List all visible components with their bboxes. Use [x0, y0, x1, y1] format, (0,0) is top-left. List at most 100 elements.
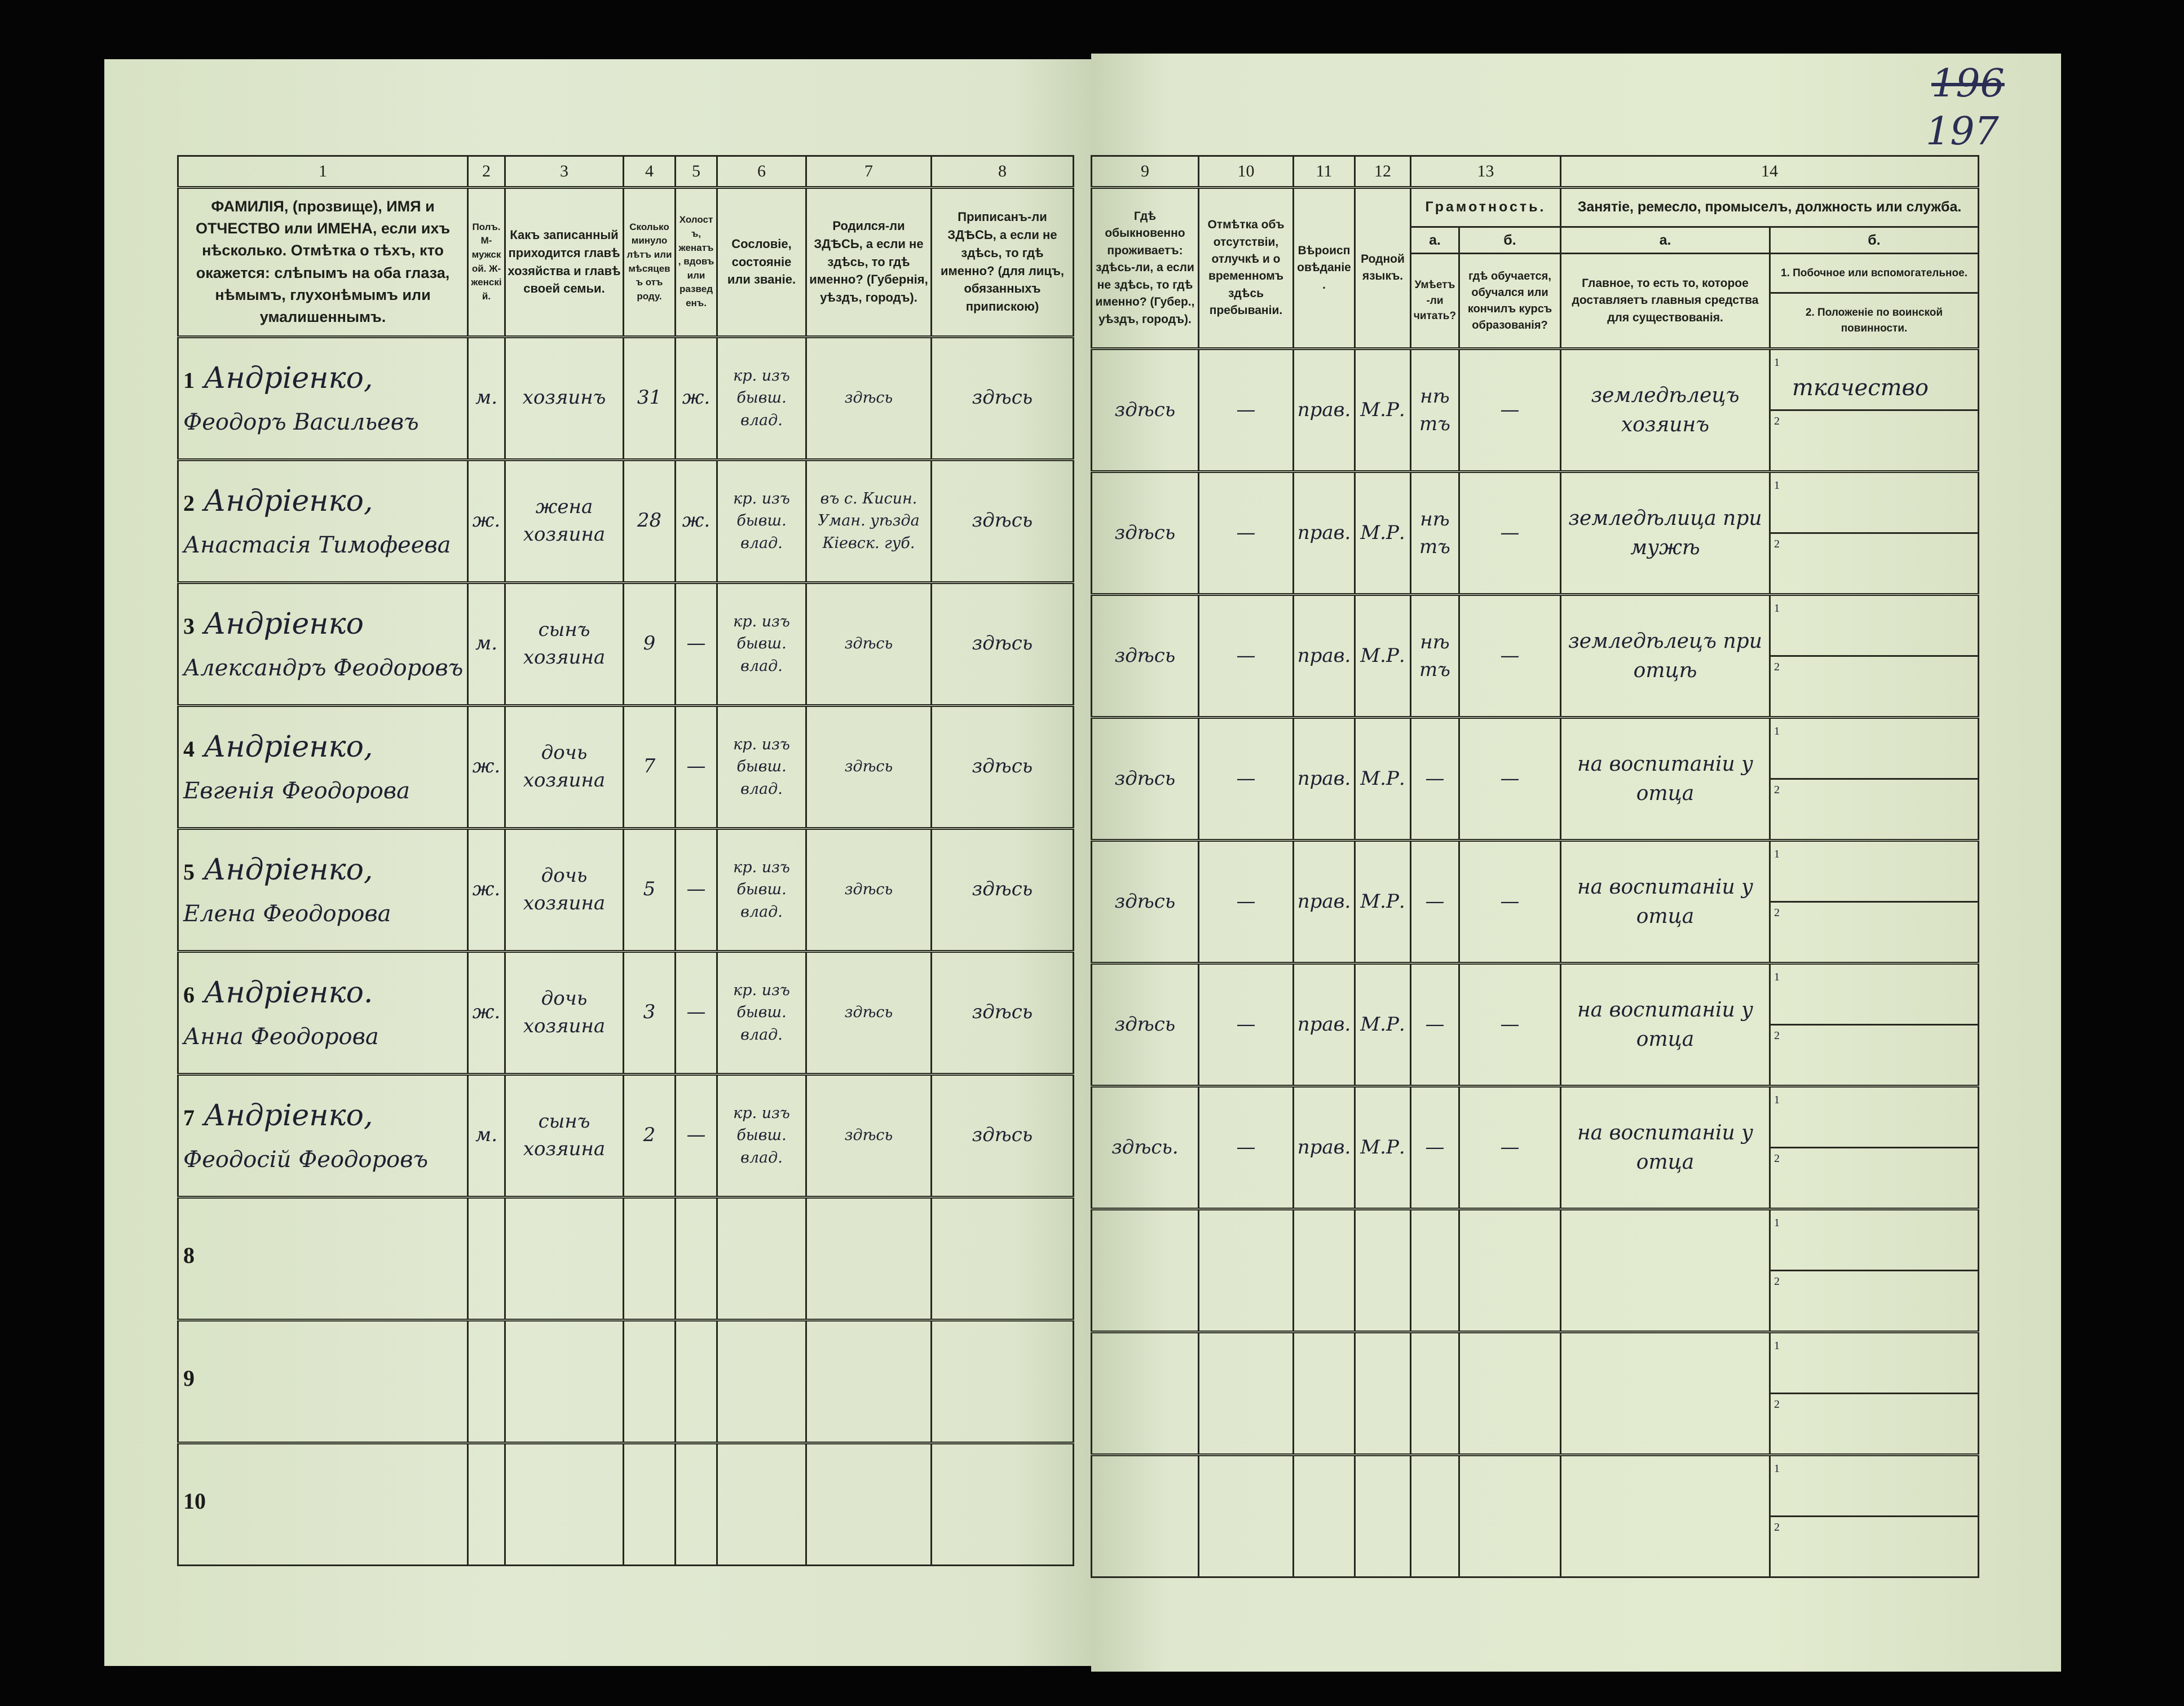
religion-cell: прав. [1292, 1085, 1356, 1210]
table-row: здѣсь — прав. М.Р. нѣтъ — земледѣлица при мужѣ… [1091, 470, 1979, 596]
col-14b1-header: 1. Побочное или вспомогательное. [1771, 254, 1978, 294]
sex-cell [467, 1318, 506, 1444]
col-13b-label: б. [1458, 226, 1561, 254]
resides-cell [1091, 1453, 1199, 1579]
name-cell: 4 Андріенко, Евгенія Феодорова [177, 704, 469, 829]
col-9-number: 9 [1091, 155, 1199, 189]
table-row: 1 Андріенко, Феодоръ Васильевъ м. хозяинъ 31 ж… [177, 335, 1074, 461]
occupation-main-cell: земледѣлецъ при отцѣ [1560, 593, 1771, 719]
reads-cell: — [1410, 839, 1460, 965]
military-status: 2 [1771, 780, 1978, 837]
schooling-cell: — [1458, 470, 1561, 596]
military-status-value [1775, 657, 1978, 676]
sub-cells: 1 ткачество 2 [1771, 352, 1978, 468]
age-cell: 2 [623, 1072, 676, 1198]
secondary-occupation: 1 [1771, 721, 1978, 780]
col-10-header: Отмѣтка объ отсутствіи, отлучкѣ и о врем… [1198, 186, 1294, 350]
schooling-cell: — [1458, 839, 1561, 965]
age-cell: 7 [623, 704, 676, 829]
religion-cell: прав. [1292, 839, 1356, 965]
language-cell: М.Р. [1354, 716, 1411, 842]
sub-index-1: 1 [1774, 479, 1780, 492]
secondary-occupation-value [1775, 721, 1978, 740]
estate-cell: кр. изъ бывш. влад. [716, 335, 807, 461]
secondary-occupation: 1 [1771, 475, 1978, 534]
given-name-patronymic: Анастасія Тимофеева [183, 532, 451, 558]
age-cell [623, 1195, 676, 1321]
marital-cell: — [674, 1072, 718, 1198]
sub-index-2: 2 [1774, 1398, 1780, 1411]
reads-cell: — [1410, 1085, 1460, 1210]
sub-index-1: 1 [1774, 1340, 1780, 1353]
registered-cell: здѣсь [930, 458, 1074, 584]
resides-cell: здѣсь [1091, 470, 1199, 596]
sub-index-1: 1 [1774, 725, 1780, 738]
registered-cell [930, 1441, 1074, 1566]
row-number: 5 [183, 859, 195, 885]
secondary-occupation-value [1775, 1090, 1978, 1109]
occupation-main-cell [1560, 1208, 1771, 1333]
language-cell [1354, 1331, 1411, 1456]
sex-cell: ж. [467, 458, 506, 584]
occupation-main-cell [1560, 1331, 1771, 1456]
surname: Андріенко, [204, 484, 373, 519]
sub-index-1: 1 [1774, 356, 1780, 369]
absence-cell: — [1198, 962, 1294, 1088]
resides-cell [1091, 1208, 1199, 1333]
col-13-number: 13 [1410, 155, 1561, 189]
name-cell: 6 Андріенко. Анна Феодорова [177, 949, 469, 1075]
reads-cell [1410, 1208, 1460, 1333]
row-number: 3 [183, 613, 195, 639]
age-cell: 28 [623, 458, 676, 584]
language-cell [1354, 1453, 1411, 1579]
born-cell: здѣсь [805, 335, 932, 461]
table-row: 5 Андріенко, Елена Феодорова ж. дочь хозяина… [177, 827, 1074, 952]
secondary-occupation: 1 [1771, 1336, 1978, 1395]
row-number: 8 [183, 1243, 195, 1268]
sex-cell [467, 1441, 506, 1566]
reads-cell: нѣтъ [1410, 347, 1460, 473]
row-number: 4 [183, 736, 195, 762]
absence-cell: — [1198, 347, 1294, 473]
col-4-header: Сколько минуло лѣтъ или мѣсяцевъ отъ род… [623, 186, 676, 338]
given-name-patronymic: Евгенія Феодорова [183, 777, 410, 804]
sub-index-2: 2 [1774, 1275, 1780, 1288]
col-1-header: ФАМИЛІЯ, (прозвище), ИМЯ и ОТЧЕСТВО или … [177, 186, 469, 338]
relation-cell: сынъ хозяина [504, 1072, 624, 1198]
born-cell: здѣсь [805, 581, 932, 706]
given-name-patronymic: Александръ Феодоровъ [183, 655, 464, 681]
resides-cell: здѣсь [1091, 716, 1199, 842]
secondary-occupation-military-cell: 1 ткачество 2 [1769, 347, 1979, 473]
table-row: здѣсь — прав. М.Р. — — на воспитаніи у отца 1 2 [1091, 839, 1979, 965]
given-name-patronymic: Феодосій Феодоровъ [183, 1146, 429, 1173]
language-cell [1354, 1208, 1411, 1333]
born-cell: здѣсь [805, 1072, 932, 1198]
col-14-title: Занятіе, ремесло, промыселъ, должность и… [1560, 186, 1979, 228]
schooling-cell: — [1458, 347, 1561, 473]
col-6-header: Сословіе, состояніе или званіе. [716, 186, 807, 338]
name-cell: 5 Андріенко, Елена Феодорова [177, 827, 469, 952]
resides-cell: здѣсь [1091, 962, 1199, 1088]
sub-index-1: 1 [1774, 1462, 1780, 1475]
born-cell: здѣсь [805, 704, 932, 829]
row-number: 10 [183, 1488, 206, 1514]
table-row: здѣсь. — прав. М.Р. — — на воспитаніи у отца 1 2 [1091, 1085, 1979, 1210]
registered-cell: здѣсь [930, 1072, 1074, 1198]
registered-cell: здѣсь [930, 704, 1074, 829]
absence-cell [1198, 1208, 1294, 1333]
military-status: 2 [1771, 411, 1978, 468]
marital-cell: — [674, 949, 718, 1075]
estate-cell: кр. изъ бывш. влад. [716, 1072, 807, 1198]
language-cell: М.Р. [1354, 962, 1411, 1088]
